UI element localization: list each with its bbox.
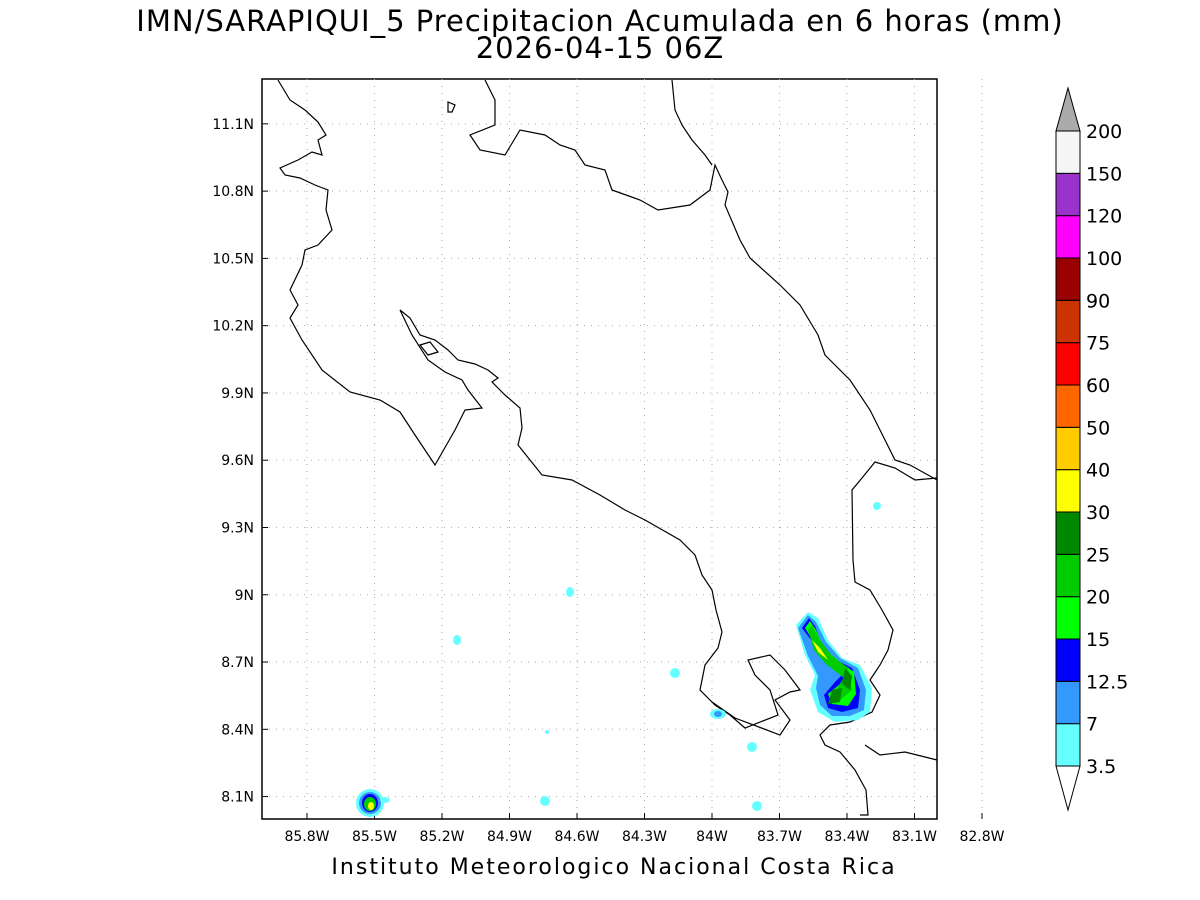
colorbar-under-triangle bbox=[1055, 765, 1081, 812]
colorbar-swatch bbox=[1055, 553, 1081, 598]
x-tick-label: 85.2W bbox=[419, 829, 464, 845]
y-tick-label: 9.9N bbox=[221, 386, 254, 402]
x-tick-label: 84.6W bbox=[554, 829, 599, 845]
x-tick-label: 83.1W bbox=[892, 829, 937, 845]
x-tick-label: 85.5W bbox=[352, 829, 397, 845]
colorbar-swatch bbox=[1055, 680, 1081, 725]
rain-cell-south-peninsula bbox=[796, 612, 872, 722]
chiriqui-coast bbox=[864, 744, 938, 761]
colorbar-swatch bbox=[1055, 469, 1081, 513]
x-tick-label: 84.3W bbox=[622, 829, 667, 845]
colorbar-label: 90 bbox=[1086, 290, 1110, 312]
isolated-showers bbox=[453, 502, 881, 811]
colorbar-label: 50 bbox=[1086, 417, 1110, 439]
map-title: IMN/SARAPIQUI_5 Precipitacion Acumulada … bbox=[136, 4, 1064, 38]
colorbar-label: 3.5 bbox=[1086, 756, 1116, 778]
colorbar-swatch bbox=[1055, 172, 1081, 217]
lake-island bbox=[447, 101, 456, 113]
colorbar-swatch bbox=[1055, 257, 1081, 301]
x-tick-label: 83.7W bbox=[757, 829, 802, 845]
precipitation-contours bbox=[356, 502, 881, 817]
colorbar-label: 150 bbox=[1086, 163, 1122, 185]
colorbar-label: 20 bbox=[1086, 587, 1110, 609]
y-tick-label: 9.6N bbox=[221, 453, 254, 469]
y-tick-label: 8.1N bbox=[221, 790, 254, 806]
x-tick-label: 84.9W bbox=[487, 829, 532, 845]
map-footer-credit: Instituto Meteorologico Nacional Costa R… bbox=[331, 855, 897, 880]
colorbar-label: 12.5 bbox=[1086, 671, 1128, 693]
colorbar-label: 40 bbox=[1086, 460, 1110, 482]
colorbar-swatch bbox=[1055, 638, 1081, 682]
colorbar-swatch bbox=[1055, 426, 1081, 471]
gulf-of-nicoya-shore bbox=[399, 309, 802, 736]
colorbar-label: 200 bbox=[1086, 121, 1122, 143]
colorbar-swatch bbox=[1055, 342, 1081, 386]
colorbar-label: 7 bbox=[1086, 714, 1098, 736]
y-tick-label: 10.8N bbox=[212, 184, 254, 200]
x-tick-label: 85.8W bbox=[284, 829, 329, 845]
longitude-axis: 85.8W 85.5W 85.2W 84.9W 84.6W 84.3W 84W 83.7W 83… bbox=[284, 813, 1005, 845]
x-tick-label: 83.4W bbox=[824, 829, 869, 845]
y-tick-label: 8.7N bbox=[221, 655, 254, 671]
colorbar-label: 25 bbox=[1086, 544, 1110, 566]
colorbar-label: 30 bbox=[1086, 502, 1110, 524]
colorbar-label: 15 bbox=[1086, 629, 1110, 651]
y-tick-label: 10.5N bbox=[212, 251, 254, 267]
colorbar-swatch bbox=[1055, 723, 1081, 767]
y-tick-label: 8.4N bbox=[221, 722, 254, 738]
x-tick-label: 84W bbox=[696, 829, 728, 845]
y-tick-label: 10.2N bbox=[212, 319, 254, 335]
northern-inlet bbox=[671, 79, 713, 166]
y-tick-label: 9.3N bbox=[221, 520, 254, 536]
colorbar-swatch bbox=[1055, 215, 1081, 259]
colorbar-swatch bbox=[1055, 299, 1081, 344]
colorbar-label: 100 bbox=[1086, 248, 1122, 270]
colorbar-label: 60 bbox=[1086, 375, 1110, 397]
precipitation-colorbar: 3.5 7 12.5 15 20 25 30 40 50 60 75 90 100 120 150 200 bbox=[1055, 86, 1128, 812]
colorbar-label: 120 bbox=[1086, 206, 1122, 228]
colorbar-swatch bbox=[1055, 384, 1081, 428]
caribbean-coast bbox=[469, 79, 938, 481]
map-valid-time: 2026-04-15 06Z bbox=[475, 31, 725, 65]
colorbar-over-triangle bbox=[1055, 86, 1081, 132]
colorbar-swatch bbox=[1055, 511, 1081, 555]
latitude-axis: 11.1N 10.8N 10.5N 10.2N 9.9N 9.6N 9.3N 9N 8.7N 8.… bbox=[212, 117, 268, 806]
nicoya-island bbox=[418, 341, 440, 356]
nicaragua-lake-shore bbox=[277, 79, 484, 467]
coastlines bbox=[277, 79, 938, 816]
x-tick-label: 82.8W bbox=[959, 829, 1004, 845]
colorbar-swatch bbox=[1055, 130, 1081, 174]
rain-cell-southwest bbox=[356, 789, 390, 817]
panama-border bbox=[819, 461, 938, 816]
y-tick-label: 9N bbox=[235, 588, 254, 604]
y-tick-label: 11.1N bbox=[212, 117, 254, 133]
colorbar-swatch bbox=[1055, 596, 1081, 640]
colorbar-label: 75 bbox=[1086, 333, 1110, 355]
